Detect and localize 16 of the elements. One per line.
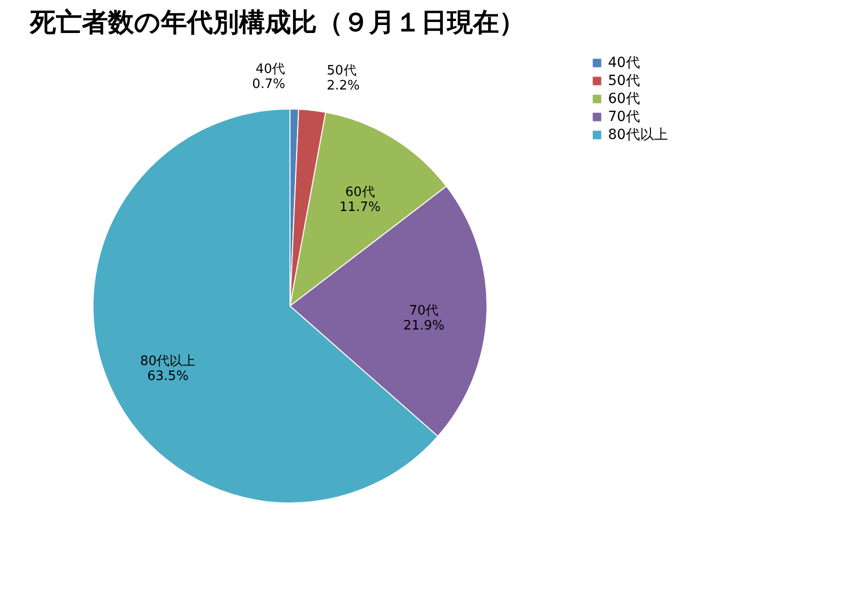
data-label: 21.9%: [403, 318, 445, 334]
slice-label: 60代: [345, 184, 375, 200]
slice-label: 70代: [409, 304, 439, 319]
data-label: 0.7%: [252, 77, 286, 92]
slice-label: 50代: [326, 64, 356, 79]
chart-title: 死亡者数の年代別構成比（９月１日現在）: [29, 8, 525, 38]
legend-label: 70代: [608, 109, 640, 125]
data-label: 2.2%: [326, 78, 360, 94]
data-label: 63.5%: [147, 369, 189, 384]
legend-label: 80代以上: [608, 127, 668, 143]
legend-label: 40代: [608, 55, 640, 71]
legend-label: 60代: [608, 91, 640, 107]
slice-label: 80代以上: [140, 354, 196, 370]
data-label: 11.7%: [339, 200, 381, 215]
legend-label: 50代: [608, 73, 640, 89]
slice-label: 40代: [256, 62, 286, 78]
